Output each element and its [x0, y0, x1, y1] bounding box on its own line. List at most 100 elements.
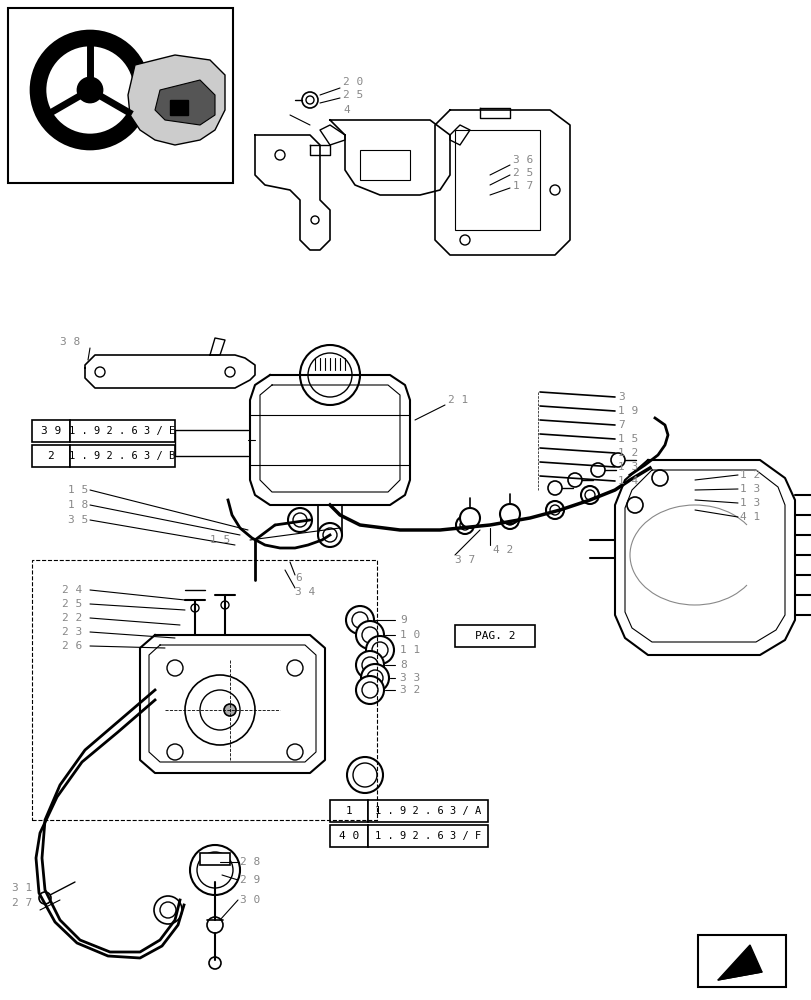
- Text: 8: 8: [400, 660, 406, 670]
- Bar: [329, 825, 367, 847]
- Circle shape: [286, 744, 303, 760]
- Bar: [367, 800, 487, 822]
- Text: 2 1: 2 1: [448, 395, 468, 405]
- Text: 1 5: 1 5: [210, 535, 230, 545]
- Text: 3 2: 3 2: [400, 685, 420, 695]
- Circle shape: [353, 763, 376, 787]
- Text: 3 9: 3 9: [41, 426, 61, 436]
- Text: 3 1: 3 1: [12, 883, 32, 893]
- Bar: [697, 935, 785, 987]
- Text: 2 6: 2 6: [62, 641, 82, 651]
- Text: 4 0: 4 0: [338, 831, 358, 841]
- Bar: [200, 853, 230, 865]
- Circle shape: [95, 367, 105, 377]
- Circle shape: [371, 642, 388, 658]
- Circle shape: [190, 845, 240, 895]
- Text: 1 2: 1 2: [739, 470, 759, 480]
- Text: 1 3: 1 3: [739, 484, 759, 494]
- Text: 3 8: 3 8: [60, 337, 80, 347]
- Text: 1 9: 1 9: [617, 406, 637, 416]
- Bar: [367, 825, 487, 847]
- Circle shape: [299, 345, 359, 405]
- Circle shape: [307, 353, 351, 397]
- Text: 1 1: 1 1: [400, 645, 420, 655]
- Circle shape: [200, 690, 240, 730]
- Circle shape: [355, 621, 384, 649]
- Bar: [318, 505, 341, 535]
- Text: 4 2: 4 2: [492, 545, 513, 555]
- Circle shape: [549, 185, 560, 195]
- Bar: [70, 420, 175, 442]
- Text: 1 3: 1 3: [617, 462, 637, 472]
- Text: 3 4: 3 4: [294, 587, 315, 597]
- Text: 3 6: 3 6: [513, 155, 533, 165]
- Circle shape: [78, 78, 102, 102]
- Circle shape: [39, 892, 51, 904]
- Bar: [70, 445, 175, 467]
- Circle shape: [322, 527, 337, 543]
- Circle shape: [293, 513, 307, 527]
- Text: 2 3: 2 3: [62, 627, 82, 637]
- Circle shape: [362, 682, 378, 698]
- Bar: [454, 625, 534, 647]
- Circle shape: [323, 528, 337, 542]
- Text: 2 4: 2 4: [62, 585, 82, 595]
- Text: 1 . 9 2 . 6 3 / B: 1 . 9 2 . 6 3 / B: [69, 451, 175, 461]
- Text: 1 5: 1 5: [68, 485, 88, 495]
- Circle shape: [225, 367, 234, 377]
- Circle shape: [346, 757, 383, 793]
- Circle shape: [367, 670, 383, 686]
- Bar: [454, 130, 539, 230]
- Circle shape: [584, 490, 594, 500]
- Circle shape: [355, 676, 384, 704]
- Text: 1 0: 1 0: [400, 630, 420, 640]
- Bar: [169, 100, 188, 115]
- Text: 1 3: 1 3: [739, 498, 759, 508]
- Circle shape: [197, 852, 233, 888]
- Text: 3: 3: [617, 392, 624, 402]
- Text: 2 5: 2 5: [342, 90, 363, 100]
- Bar: [32, 420, 70, 442]
- Circle shape: [207, 917, 223, 933]
- Text: 9: 9: [400, 615, 406, 625]
- Text: 2 9: 2 9: [240, 875, 260, 885]
- Text: 4: 4: [342, 105, 350, 115]
- Text: 2 2: 2 2: [62, 613, 82, 623]
- Polygon shape: [155, 80, 215, 125]
- Circle shape: [311, 216, 319, 224]
- Circle shape: [154, 896, 182, 924]
- Bar: [8, 8, 233, 183]
- Circle shape: [504, 515, 514, 525]
- Circle shape: [581, 486, 599, 504]
- Circle shape: [545, 501, 564, 519]
- Circle shape: [224, 704, 236, 716]
- Circle shape: [626, 497, 642, 513]
- Circle shape: [286, 660, 303, 676]
- Text: 2 5: 2 5: [62, 599, 82, 609]
- Circle shape: [221, 601, 229, 609]
- Text: 1 7: 1 7: [513, 181, 533, 191]
- Circle shape: [160, 902, 176, 918]
- Circle shape: [500, 511, 518, 529]
- Circle shape: [362, 627, 378, 643]
- Circle shape: [351, 612, 367, 628]
- Circle shape: [547, 481, 561, 495]
- Text: 1 4: 1 4: [617, 476, 637, 486]
- Text: 2: 2: [48, 451, 54, 461]
- Polygon shape: [717, 945, 761, 980]
- Text: 1 8: 1 8: [68, 500, 88, 510]
- Circle shape: [38, 38, 142, 142]
- Text: 1 . 9 2 . 6 3 / E: 1 . 9 2 . 6 3 / E: [69, 426, 175, 436]
- Circle shape: [302, 92, 318, 108]
- Text: 3 0: 3 0: [240, 895, 260, 905]
- Circle shape: [306, 96, 314, 104]
- Circle shape: [651, 470, 667, 486]
- Polygon shape: [128, 55, 225, 145]
- Text: 1 . 9 2 . 6 3 / F: 1 . 9 2 . 6 3 / F: [375, 831, 481, 841]
- Circle shape: [208, 957, 221, 969]
- Text: 6: 6: [294, 573, 302, 583]
- Text: 2 5: 2 5: [513, 168, 533, 178]
- Circle shape: [185, 675, 255, 745]
- Text: 3 3: 3 3: [400, 673, 420, 683]
- Circle shape: [191, 604, 199, 612]
